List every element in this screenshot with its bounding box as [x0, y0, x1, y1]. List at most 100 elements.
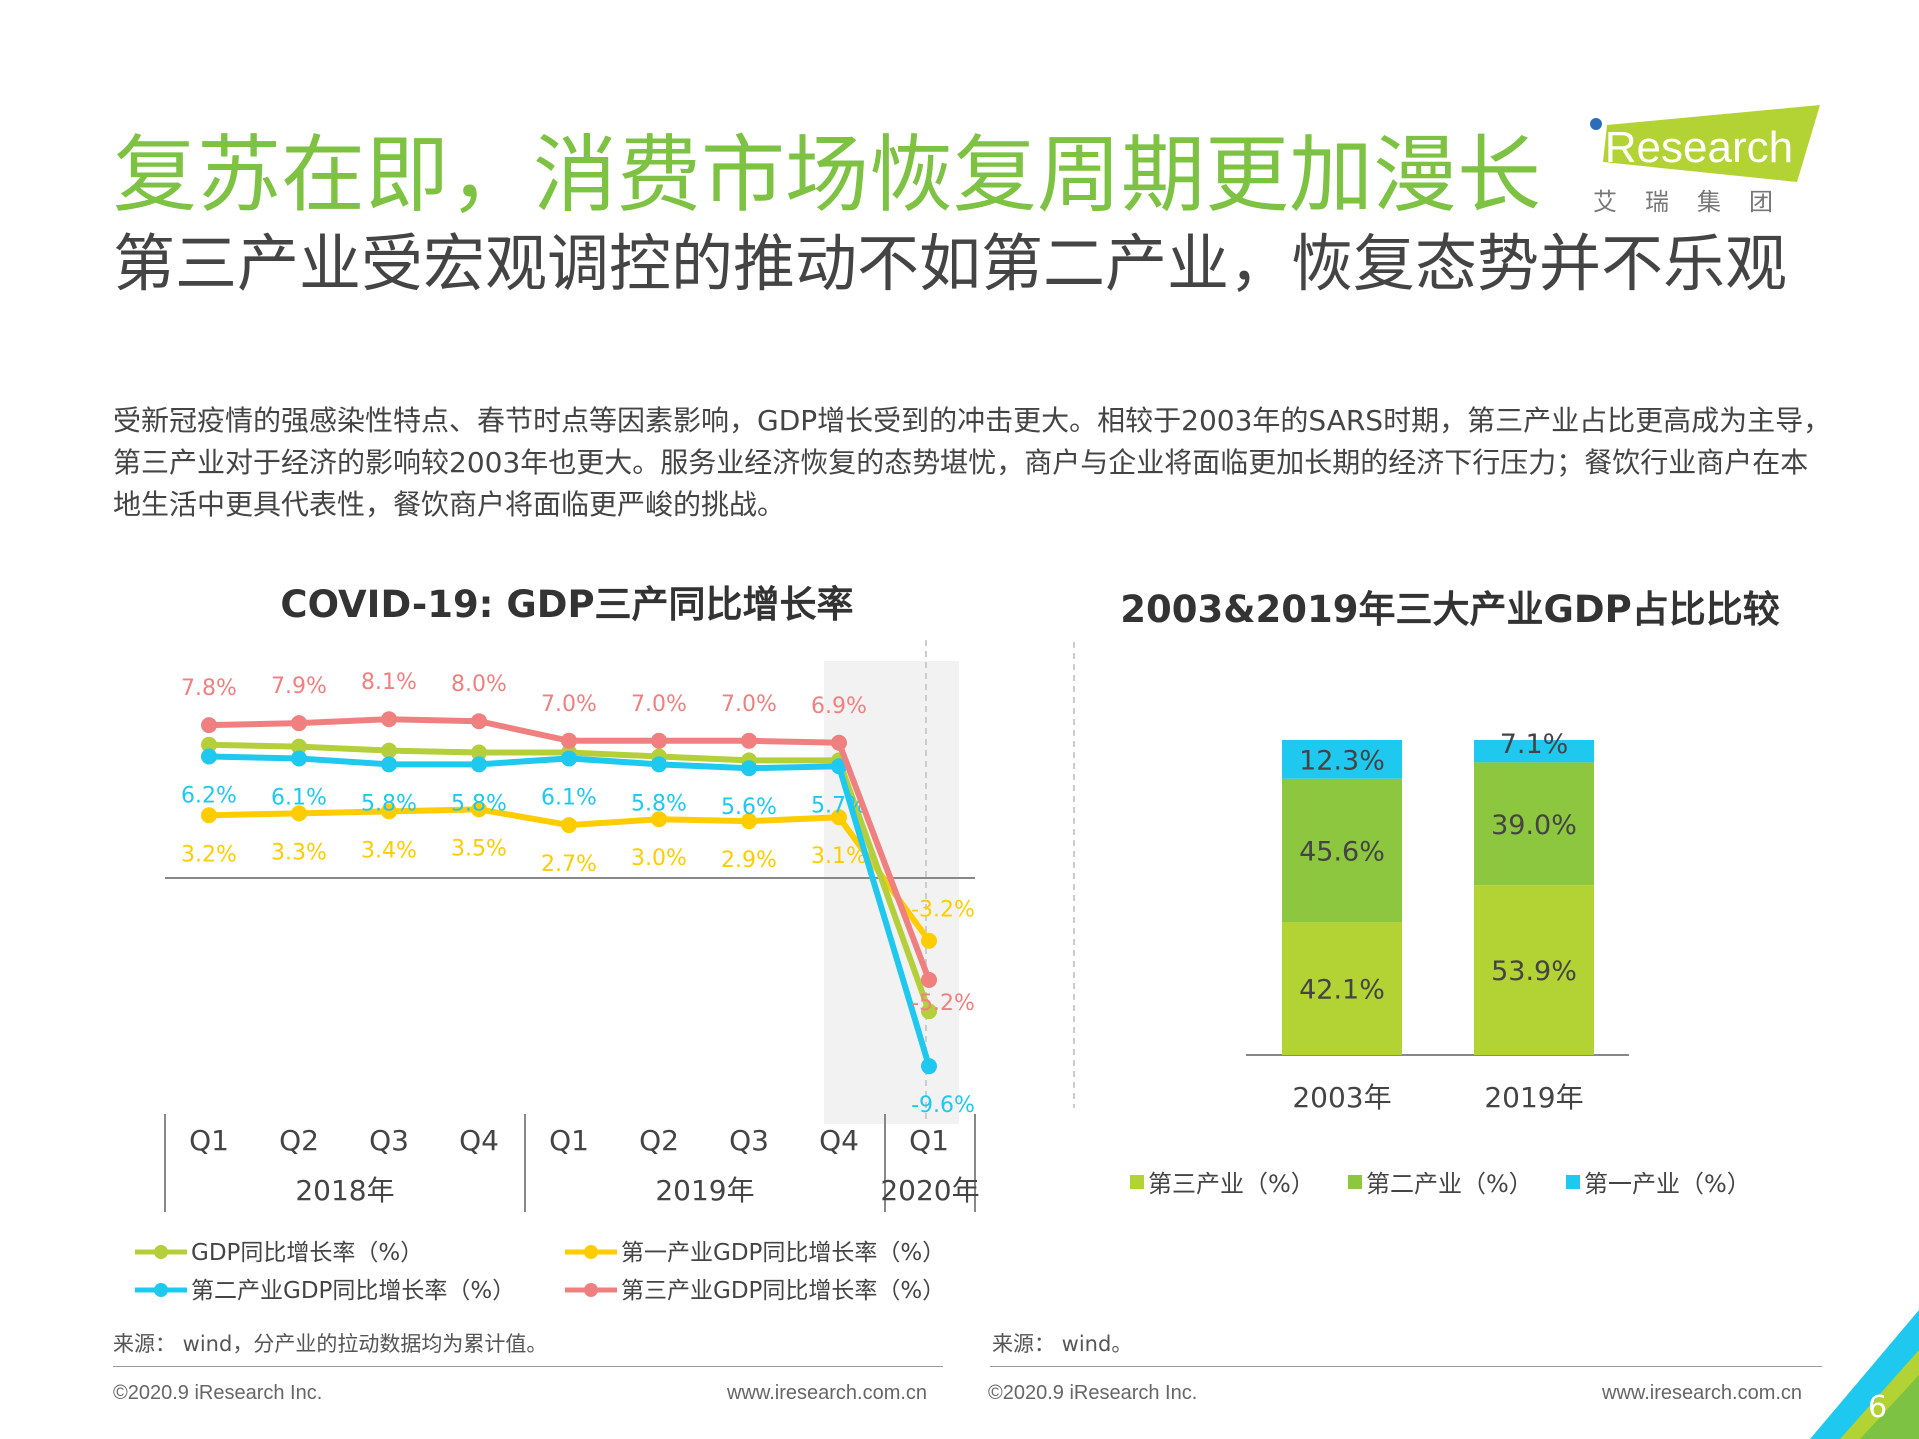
x-group-label: 2020年 [880, 1174, 979, 1207]
data-label: 5.8% [361, 791, 417, 816]
data-point [381, 756, 397, 773]
copyright-left: ©2020.9 iResearch Inc. [113, 1382, 323, 1404]
data-point [291, 715, 307, 732]
data-point [831, 809, 847, 826]
bar-label: 42.1% [1299, 975, 1385, 1006]
data-label: 7.0% [541, 692, 597, 717]
legend-swatch [1566, 1175, 1580, 1189]
svg-text:iResearch: iResearch [1595, 123, 1793, 172]
data-point [561, 817, 577, 834]
data-point [741, 813, 757, 830]
bar-segment [1282, 740, 1402, 779]
data-point [381, 803, 397, 820]
bar-label: 53.9% [1491, 956, 1577, 987]
x-tick-label: Q1 [189, 1124, 229, 1157]
data-point [381, 742, 397, 759]
data-point [201, 736, 217, 753]
legend-marker [584, 1283, 598, 1297]
legend-marker [154, 1245, 168, 1259]
x-tick-label: Q1 [549, 1124, 589, 1157]
data-point [561, 732, 577, 749]
data-point [471, 713, 487, 730]
data-label: 3.0% [631, 846, 687, 871]
data-point [831, 734, 847, 751]
x-tick-label: Q2 [279, 1124, 319, 1157]
x-tick-label: Q1 [909, 1124, 949, 1157]
legend-marker [584, 1245, 598, 1259]
page-number: 6 [1868, 1390, 1888, 1425]
legend-label: 第三产业GDP同比增长率（%） [621, 1278, 945, 1304]
data-point [201, 748, 217, 765]
data-label: 2.7% [541, 852, 597, 877]
legend-label: 第一产业GDP同比增长率（%） [621, 1240, 945, 1266]
bar-segment [1474, 885, 1594, 1055]
legend-swatch [1348, 1175, 1362, 1189]
data-label: 7.0% [631, 692, 687, 717]
bar-label: 39.0% [1491, 810, 1577, 841]
divider-right [990, 1366, 1822, 1367]
copyright-right: ©2020.9 iResearch Inc. [988, 1382, 1198, 1404]
x-tick-label: Q3 [729, 1124, 769, 1157]
svg-text:艾瑞集团: 艾瑞集团 [1593, 188, 1801, 216]
bar-segment [1282, 922, 1402, 1055]
data-point [381, 711, 397, 728]
data-label: 6.1% [541, 785, 597, 810]
data-label: 7.0% [721, 692, 777, 717]
bar-label: 7.1% [1500, 729, 1569, 760]
data-point [921, 1058, 937, 1075]
legend-swatch [1130, 1175, 1144, 1189]
data-label: 6.1% [271, 785, 327, 810]
data-point [471, 744, 487, 761]
legend-label: GDP同比增长率（%） [191, 1240, 423, 1266]
data-point [561, 750, 577, 767]
data-point [741, 760, 757, 777]
data-point [471, 756, 487, 773]
data-label: 3.4% [361, 838, 417, 863]
data-point [291, 750, 307, 767]
right-chart-title: 2003&2019年三大产业GDP占比比较 [1120, 588, 1779, 631]
data-label: -5.2% [911, 991, 975, 1016]
legend-label: 第二产业（%） [1366, 1170, 1533, 1198]
data-point [921, 932, 937, 949]
legend-label: 第三产业（%） [1148, 1170, 1315, 1198]
page-subtitle: 第三产业受宏观调控的推动不如第二产业，恢复态势并不乐观 [113, 227, 1788, 300]
data-label: 8.0% [451, 672, 507, 697]
data-label: 3.1% [811, 844, 867, 869]
data-point [741, 732, 757, 749]
data-label: 5.6% [721, 795, 777, 820]
data-label: 3.2% [181, 842, 237, 867]
data-point [471, 801, 487, 818]
url-right[interactable]: www.iresearch.com.cn [1602, 1382, 1803, 1404]
left-chart-title: COVID-19: GDP三产同比增长率 [280, 583, 853, 626]
source-right: 来源： wind。 [992, 1332, 1133, 1356]
x-tick-label: Q4 [819, 1124, 859, 1157]
x-tick-label: Q2 [639, 1124, 679, 1157]
summary-paragraph: 受新冠疫情的强感染性特点、春节时点等因素影响，GDP增长受到的冲击更大。相较于2… [113, 404, 1832, 521]
data-label: -3.2% [911, 898, 975, 923]
legend-marker [154, 1283, 168, 1297]
x-tick-label: 2003年 [1292, 1081, 1391, 1114]
divider-left [113, 1366, 943, 1367]
bar-label: 45.6% [1299, 837, 1385, 868]
x-group-label: 2019年 [655, 1174, 754, 1207]
x-tick-label: Q4 [459, 1124, 499, 1157]
bar-segment [1282, 778, 1402, 923]
data-point [831, 758, 847, 775]
data-point [921, 1003, 937, 1020]
data-label: 6.2% [181, 783, 237, 808]
x-tick-label: Q3 [369, 1124, 409, 1157]
data-point [201, 717, 217, 734]
url-left[interactable]: www.iresearch.com.cn [727, 1382, 928, 1404]
bar-label: 12.3% [1299, 745, 1385, 776]
data-point [651, 732, 667, 749]
data-point [291, 805, 307, 822]
data-label: 7.8% [181, 676, 237, 701]
data-point [921, 971, 937, 988]
data-label: 3.5% [451, 836, 507, 861]
legend-label: 第一产业（%） [1584, 1170, 1751, 1198]
data-point [651, 811, 667, 828]
bar-segment [1474, 740, 1594, 763]
x-tick-label: 2019年 [1484, 1081, 1583, 1114]
data-label: 5.8% [631, 791, 687, 816]
